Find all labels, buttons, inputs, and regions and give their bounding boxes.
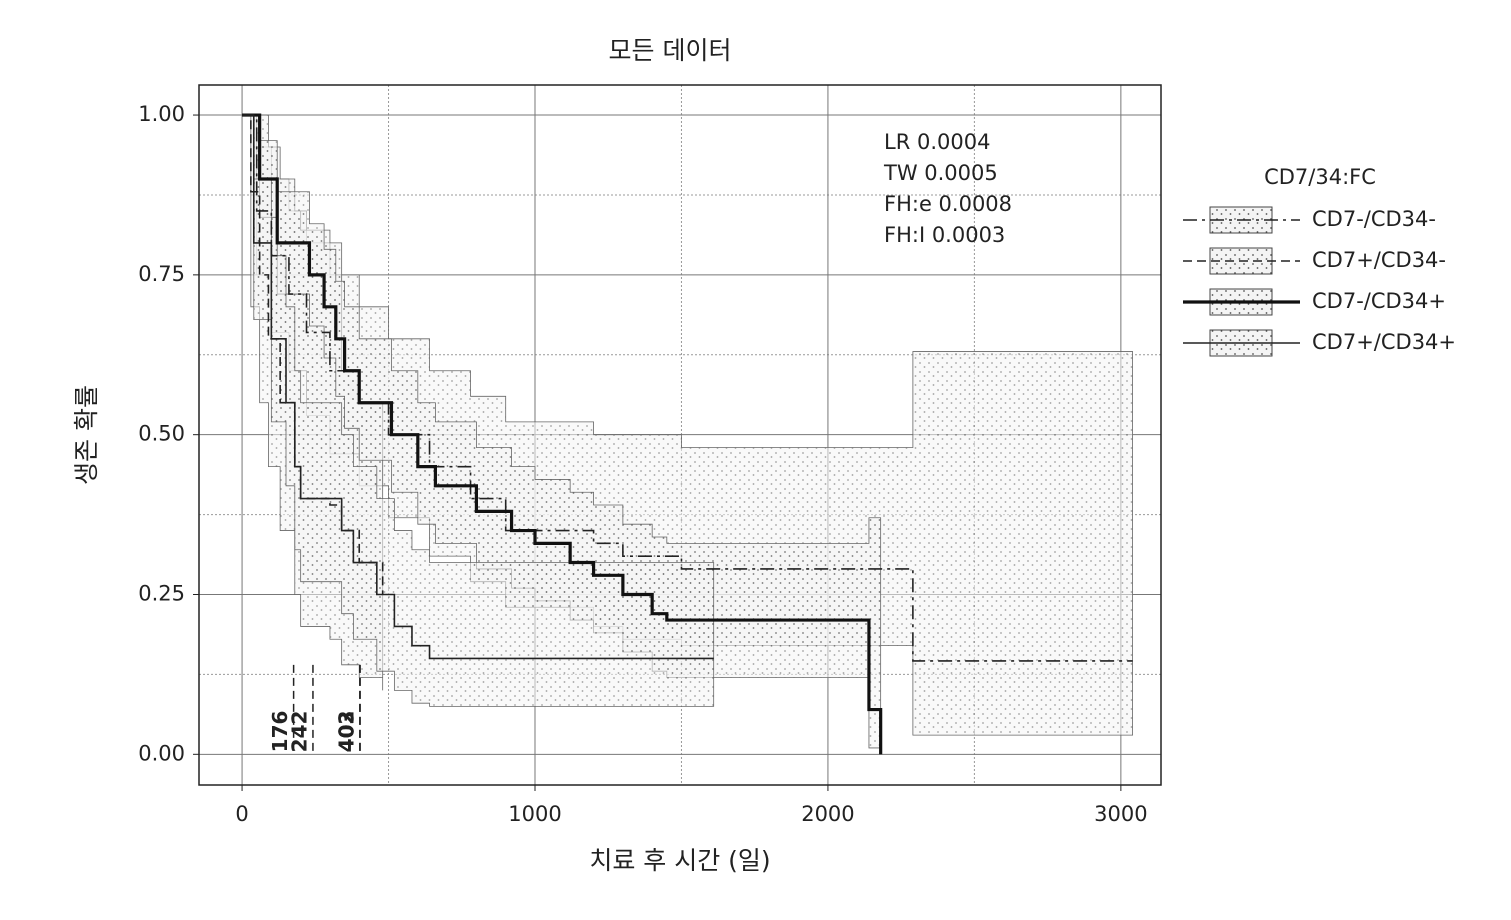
x-tick-label: 2000 — [801, 802, 854, 826]
legend-label: CD7-/CD34+ — [1312, 289, 1446, 313]
legend-label: CD7+/CD34+ — [1312, 330, 1456, 354]
x-axis-title: 치료 후 시간 (일) — [589, 846, 770, 875]
y-tick-label: 0.50 — [138, 422, 185, 446]
legend-label: CD7+/CD34- — [1312, 248, 1446, 272]
y-tick-label: 0.25 — [138, 581, 185, 605]
annotation: FH:I 0.0003 — [884, 223, 1005, 247]
legend-title: CD7/34:FC — [1264, 165, 1376, 189]
annotation: FH:e 0.0008 — [884, 192, 1012, 216]
median-label: 403 — [335, 711, 359, 753]
annotation: LR 0.0004 — [884, 130, 990, 154]
chart: 모든 데이터 치료 후 시간 (일) 생존 확률 CD7/34:FC 0 1000… — [0, 0, 1511, 920]
x-tick-label: 1000 — [508, 802, 561, 826]
chart-title: 모든 데이터 — [609, 36, 732, 65]
x-tick-label: 3000 — [1094, 802, 1147, 826]
annotation: TW 0.0005 — [883, 161, 998, 185]
y-tick-label: 0.00 — [138, 741, 185, 765]
y-tick-label: 1.00 — [138, 102, 185, 126]
y-tick-label: 0.75 — [138, 262, 185, 286]
x-tick-label: 0 — [235, 802, 248, 826]
median-label: 242 — [287, 711, 311, 753]
legend-label: CD7-/CD34- — [1312, 207, 1436, 231]
y-axis-title: 생존 확률 — [72, 385, 101, 485]
